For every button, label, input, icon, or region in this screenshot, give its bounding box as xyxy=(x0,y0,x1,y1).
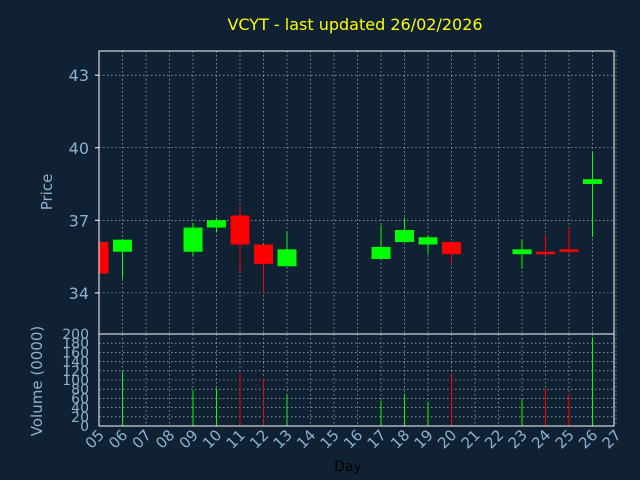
chart-title: VCYT - last updated 26/02/2026 xyxy=(227,15,482,34)
day-tick-label: 16 xyxy=(340,426,366,452)
volume-tick-label: 0 xyxy=(80,419,89,435)
day-tick-label: 23 xyxy=(505,426,531,452)
candle-body xyxy=(395,229,414,243)
volume-tick-label: 100 xyxy=(62,373,89,389)
day-tick-label: 09 xyxy=(176,426,202,452)
day-tick-label: 25 xyxy=(552,426,578,452)
price-tick-label: 37 xyxy=(69,211,89,230)
day-tick-label: 07 xyxy=(129,426,155,452)
volume-tick-label: 20 xyxy=(71,410,89,426)
volume-tick-label: 160 xyxy=(62,345,89,361)
candle-body xyxy=(418,237,438,245)
day-tick-label: 08 xyxy=(152,426,178,452)
day-tick-label: 14 xyxy=(293,426,319,452)
day-tick-label: 15 xyxy=(317,426,343,452)
candle-body xyxy=(536,251,555,255)
volume-tick-label: 60 xyxy=(71,391,89,407)
day-tick-label: 12 xyxy=(246,426,272,452)
price-tick-label: 43 xyxy=(69,66,89,85)
price-panel: 34 37 40 43 xyxy=(69,50,617,335)
price-axis-label: Price xyxy=(38,174,56,211)
candle-body xyxy=(183,227,203,252)
candle-body xyxy=(230,215,250,245)
day-axis-label: Day xyxy=(334,459,362,475)
day-tick-label: 21 xyxy=(458,426,484,452)
candle-body xyxy=(371,246,391,260)
day-tick-label: 13 xyxy=(270,426,296,452)
candle-body xyxy=(99,242,109,274)
day-tick-label: 22 xyxy=(481,426,507,452)
volume-tick-label: 140 xyxy=(62,355,89,371)
day-tick-label: 27 xyxy=(599,426,625,452)
volume-tick-label: 120 xyxy=(62,364,89,380)
day-tick-label: 06 xyxy=(105,426,131,452)
day-tick-label: 17 xyxy=(364,426,390,452)
day-tick-label: 24 xyxy=(528,426,554,452)
price-tick-label: 40 xyxy=(69,139,89,158)
price-tick-label: 34 xyxy=(69,284,89,303)
candle-body xyxy=(113,239,132,252)
day-tick-label: 18 xyxy=(387,426,413,452)
day-tick-label: 11 xyxy=(223,426,249,452)
volume-tick-label: 180 xyxy=(62,336,89,352)
candle-body xyxy=(559,249,579,252)
candle-body xyxy=(207,220,226,228)
candle-body xyxy=(277,249,297,267)
day-tick-label: 20 xyxy=(434,426,460,452)
candle-body xyxy=(254,244,273,264)
day-tick-labels: 0506070809101112131415161718192021222324… xyxy=(82,426,625,452)
candle-body xyxy=(442,242,461,255)
volume-axis-label: Volume (0000) xyxy=(28,326,46,436)
day-tick-label: 26 xyxy=(575,426,601,452)
candle-body xyxy=(583,179,602,185)
volume-tick-label: 80 xyxy=(71,382,89,398)
candle-body xyxy=(512,249,532,255)
volume-tick-label: 200 xyxy=(62,327,89,343)
day-tick-label: 10 xyxy=(199,426,225,452)
day-tick-label: 19 xyxy=(411,426,437,452)
volume-tick-label: 40 xyxy=(71,401,89,417)
price-frame xyxy=(98,50,615,335)
volume-frame xyxy=(98,333,615,427)
